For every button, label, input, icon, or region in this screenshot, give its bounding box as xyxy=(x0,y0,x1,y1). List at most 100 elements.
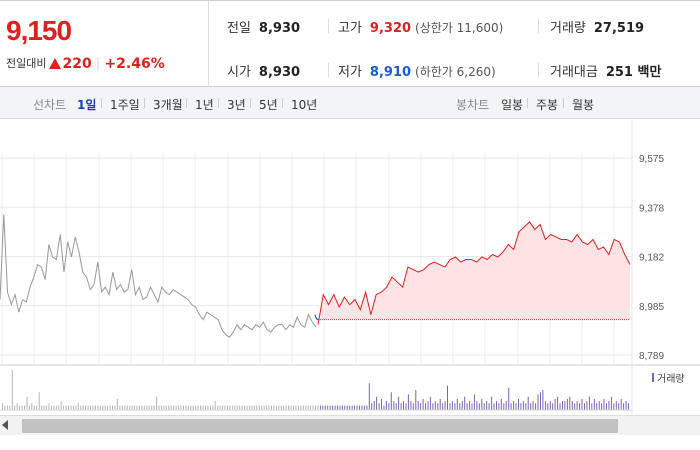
chart-scrollbar[interactable] xyxy=(0,415,700,435)
candle-chart-label: 봉차트 xyxy=(456,98,490,112)
candle-daily[interactable]: 일봉 xyxy=(501,98,524,112)
period-1y[interactable]: 1년 xyxy=(195,98,214,112)
volume-bar xyxy=(420,403,422,410)
volume-bar xyxy=(256,405,258,410)
volume-bar xyxy=(559,403,561,410)
separator: | xyxy=(95,56,101,72)
stat-low: 저가 8,910 (하한가 6,260) xyxy=(338,65,496,80)
volume-bar xyxy=(43,405,45,410)
period-3m[interactable]: 3개월 xyxy=(153,98,183,112)
volume-bar xyxy=(146,405,148,410)
period-3y[interactable]: 3년 xyxy=(227,98,246,112)
y-tick-label: 9,575 xyxy=(639,154,664,165)
volume-bar xyxy=(244,405,246,410)
volume-bar xyxy=(324,405,326,410)
period-1d[interactable]: 1일 xyxy=(77,98,97,112)
volume-bar xyxy=(253,405,255,410)
volume-bar xyxy=(33,405,35,410)
volume-bar xyxy=(271,405,272,410)
volume-bar xyxy=(288,405,290,410)
volume-bar xyxy=(180,405,182,410)
volume-bar xyxy=(540,392,541,410)
candle-monthly[interactable]: 월봉 xyxy=(572,98,595,112)
volume-bar xyxy=(603,398,605,410)
volume-bar xyxy=(535,403,537,410)
period-5y[interactable]: 5년 xyxy=(259,98,278,112)
volume-bar xyxy=(481,398,483,410)
volume-bar xyxy=(102,405,104,410)
volume-bar xyxy=(520,403,522,410)
volume-bar xyxy=(60,401,62,410)
y-tick-label: 8,985 xyxy=(639,302,664,313)
volume-bar xyxy=(329,405,331,410)
open-marker xyxy=(314,314,320,321)
volume-bar xyxy=(229,405,231,410)
volume-bar xyxy=(80,405,82,410)
current-price-box: 9,150 전일대비 220 | +2.46% xyxy=(0,1,209,87)
volume-bar xyxy=(63,405,65,410)
volume-bar xyxy=(464,396,466,410)
volume-bar xyxy=(447,385,448,410)
volume-bar xyxy=(258,405,260,410)
volume-bar xyxy=(493,403,495,410)
change-value: 220 xyxy=(62,56,92,72)
volume-bar xyxy=(14,405,16,410)
volume-bar xyxy=(138,405,140,410)
volume-bar xyxy=(72,405,74,410)
volume-bar xyxy=(87,405,89,410)
volume-bar xyxy=(510,403,512,410)
volume-bar xyxy=(126,405,128,410)
volume-bar xyxy=(451,401,453,410)
divider xyxy=(563,98,564,108)
volume-bar xyxy=(24,405,25,410)
volume-bar xyxy=(202,405,204,410)
volume-bar xyxy=(395,403,397,410)
volume-bar xyxy=(473,394,475,410)
scroll-left-arrow-icon[interactable] xyxy=(2,420,8,430)
volume-bar xyxy=(566,398,568,410)
volume-bar xyxy=(48,403,50,410)
volume-bar xyxy=(249,405,250,410)
volume-bar xyxy=(593,398,595,410)
volume-bar xyxy=(368,383,370,410)
volume-bar xyxy=(537,394,539,410)
volume-bar xyxy=(19,405,21,410)
volume-bar xyxy=(337,405,338,410)
volume-bar xyxy=(429,396,431,410)
y-tick-label: 9,182 xyxy=(639,253,664,264)
volume-bar xyxy=(219,405,221,410)
volume-bar xyxy=(356,405,358,410)
change-percent: +2.46% xyxy=(104,56,165,72)
volume-bar xyxy=(170,405,172,410)
volume-bar xyxy=(141,405,143,410)
volume-bar xyxy=(94,405,96,410)
volume-bar xyxy=(319,405,321,410)
divider xyxy=(328,63,329,77)
volume-bar xyxy=(77,403,79,410)
volume-bar xyxy=(584,403,585,410)
period-1w[interactable]: 1주일 xyxy=(110,98,140,112)
volume-bar xyxy=(500,398,502,410)
volume-bar xyxy=(341,405,343,410)
volume-bar xyxy=(55,405,57,410)
volume-bar xyxy=(400,403,402,410)
divider xyxy=(101,98,102,108)
period-10y[interactable]: 10년 xyxy=(291,98,318,112)
volume-bar xyxy=(588,396,590,410)
volume-bar xyxy=(315,405,316,410)
volume-bar xyxy=(606,403,607,410)
volume-bar xyxy=(50,405,52,410)
volume-bar xyxy=(442,403,444,410)
candle-weekly[interactable]: 주봉 xyxy=(536,98,559,112)
volume-bar xyxy=(422,398,424,410)
volume-bar xyxy=(239,405,241,410)
volume-bar xyxy=(36,405,38,410)
scroll-thumb[interactable] xyxy=(22,419,618,433)
volume-bar xyxy=(6,405,8,410)
volume-bar xyxy=(483,403,485,410)
volume-bar xyxy=(608,401,610,410)
volume-bar xyxy=(241,405,243,410)
volume-bar xyxy=(449,403,451,410)
volume-bar xyxy=(290,405,292,410)
volume-bar xyxy=(503,403,505,410)
